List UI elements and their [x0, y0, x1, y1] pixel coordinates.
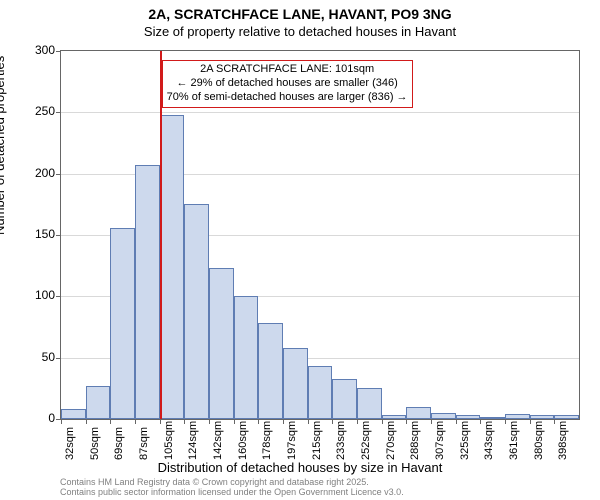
xtick-label: 361sqm: [508, 421, 520, 460]
annotation-line: ← 29% of detached houses are smaller (34…: [167, 77, 408, 91]
xtick-mark: [135, 419, 136, 424]
annotation-box: 2A SCRATCHFACE LANE: 101sqm← 29% of deta…: [162, 60, 413, 107]
histogram-bar: [382, 415, 407, 419]
xtick-mark: [406, 419, 407, 424]
xtick-mark: [209, 419, 210, 424]
xtick-label: 142sqm: [212, 421, 224, 460]
histogram-bar: [554, 415, 579, 419]
histogram-bar: [135, 165, 160, 419]
xtick-mark: [258, 419, 259, 424]
ytick-label: 200: [5, 166, 55, 180]
xtick-mark: [554, 419, 555, 424]
ytick-label: 150: [5, 227, 55, 241]
xtick-label: 233sqm: [335, 421, 347, 460]
histogram-bar: [61, 409, 86, 419]
gridline-h: [61, 112, 579, 113]
xtick-mark: [332, 419, 333, 424]
ytick-label: 100: [5, 288, 55, 302]
histogram-bar: [456, 415, 481, 419]
xtick-mark: [505, 419, 506, 424]
xtick-label: 252sqm: [360, 421, 372, 460]
histogram-bar: [184, 204, 209, 419]
histogram-bar: [160, 115, 185, 419]
footer-line-2: Contains public sector information licen…: [60, 488, 580, 498]
annotation-line: 2A SCRATCHFACE LANE: 101sqm: [167, 63, 408, 77]
histogram-bar: [505, 414, 530, 419]
xtick-mark: [530, 419, 531, 424]
xtick-label: 69sqm: [113, 427, 125, 460]
xtick-mark: [431, 419, 432, 424]
xtick-label: 32sqm: [64, 427, 76, 460]
ytick-mark: [56, 51, 61, 52]
ytick-label: 0: [5, 411, 55, 425]
histogram-bar: [308, 366, 333, 419]
ytick-mark: [56, 296, 61, 297]
ytick-label: 50: [5, 350, 55, 364]
xtick-label: 178sqm: [261, 421, 273, 460]
xtick-label: 325sqm: [459, 421, 471, 460]
xtick-label: 343sqm: [483, 421, 495, 460]
xtick-label: 50sqm: [89, 427, 101, 460]
xtick-mark: [480, 419, 481, 424]
annotation-line: 70% of semi-detached houses are larger (…: [167, 91, 408, 105]
xtick-mark: [456, 419, 457, 424]
xtick-label: 307sqm: [434, 421, 446, 460]
histogram-bar: [234, 296, 259, 419]
chart-title-line1: 2A, SCRATCHFACE LANE, HAVANT, PO9 3NG: [0, 6, 600, 22]
y-axis-label: Number of detached properties: [0, 56, 7, 235]
footer-attribution: Contains HM Land Registry data © Crown c…: [60, 478, 580, 498]
histogram-bar: [283, 348, 308, 419]
xtick-label: 105sqm: [163, 421, 175, 460]
xtick-label: 197sqm: [286, 421, 298, 460]
chart-stage: 2A, SCRATCHFACE LANE, HAVANT, PO9 3NG Si…: [0, 0, 600, 500]
xtick-mark: [160, 419, 161, 424]
xtick-label: 215sqm: [311, 421, 323, 460]
xtick-mark: [234, 419, 235, 424]
histogram-bar: [258, 323, 283, 419]
histogram-bar: [332, 379, 357, 419]
ytick-mark: [56, 235, 61, 236]
x-axis-label: Distribution of detached houses by size …: [0, 460, 600, 475]
xtick-mark: [308, 419, 309, 424]
xtick-label: 124sqm: [187, 421, 199, 460]
xtick-mark: [283, 419, 284, 424]
xtick-mark: [382, 419, 383, 424]
histogram-bar: [86, 386, 111, 419]
histogram-bar: [357, 388, 382, 419]
histogram-bar: [530, 415, 555, 419]
histogram-bar: [406, 407, 431, 419]
plot-area: 2A SCRATCHFACE LANE: 101sqm← 29% of deta…: [60, 50, 580, 420]
ytick-mark: [56, 358, 61, 359]
histogram-bar: [480, 417, 505, 419]
ytick-mark: [56, 112, 61, 113]
xtick-label: 270sqm: [385, 421, 397, 460]
xtick-label: 87sqm: [138, 427, 150, 460]
xtick-mark: [357, 419, 358, 424]
histogram-bar: [431, 413, 456, 419]
ytick-label: 250: [5, 104, 55, 118]
xtick-mark: [184, 419, 185, 424]
ytick-mark: [56, 174, 61, 175]
histogram-bar: [209, 268, 234, 419]
histogram-bar: [110, 228, 135, 419]
xtick-label: 288sqm: [409, 421, 421, 460]
chart-title-line2: Size of property relative to detached ho…: [0, 24, 600, 39]
xtick-mark: [61, 419, 62, 424]
xtick-label: 160sqm: [237, 421, 249, 460]
xtick-label: 380sqm: [533, 421, 545, 460]
xtick-mark: [110, 419, 111, 424]
xtick-label: 398sqm: [557, 421, 569, 460]
xtick-mark: [86, 419, 87, 424]
ytick-label: 300: [5, 43, 55, 57]
